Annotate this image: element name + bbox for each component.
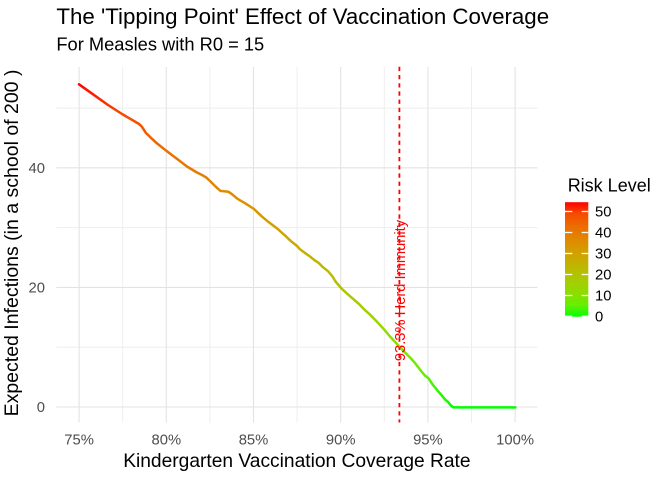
svg-text:Kindergarten Vaccination Cover: Kindergarten Vaccination Coverage Rate bbox=[123, 451, 470, 472]
svg-text:40: 40 bbox=[595, 226, 611, 242]
svg-text:80%: 80% bbox=[151, 432, 181, 448]
svg-text:85%: 85% bbox=[239, 432, 269, 448]
svg-text:20: 20 bbox=[29, 281, 45, 297]
svg-text:The 'Tipping Point' Effect of: The 'Tipping Point' Effect of Vaccinatio… bbox=[56, 4, 549, 29]
svg-text:50: 50 bbox=[595, 205, 611, 221]
svg-text:75%: 75% bbox=[64, 432, 94, 448]
svg-text:For Measles with R0 = 15: For Measles with R0 = 15 bbox=[56, 34, 264, 55]
svg-text:10: 10 bbox=[595, 289, 611, 305]
svg-text:95%: 95% bbox=[413, 432, 443, 448]
svg-text:30: 30 bbox=[595, 247, 611, 263]
svg-text:Risk Level: Risk Level bbox=[568, 176, 651, 196]
svg-text:20: 20 bbox=[595, 268, 611, 284]
svg-text:100%: 100% bbox=[496, 432, 534, 448]
svg-text:93.3% Herd Immunity: 93.3% Herd Immunity bbox=[393, 219, 409, 361]
svg-text:Expected Infections (in a scho: Expected Infections (in a school of 200 … bbox=[1, 70, 23, 417]
svg-text:90%: 90% bbox=[326, 432, 356, 448]
svg-text:0: 0 bbox=[595, 310, 603, 326]
svg-text:40: 40 bbox=[29, 161, 45, 177]
svg-text:0: 0 bbox=[37, 400, 45, 416]
